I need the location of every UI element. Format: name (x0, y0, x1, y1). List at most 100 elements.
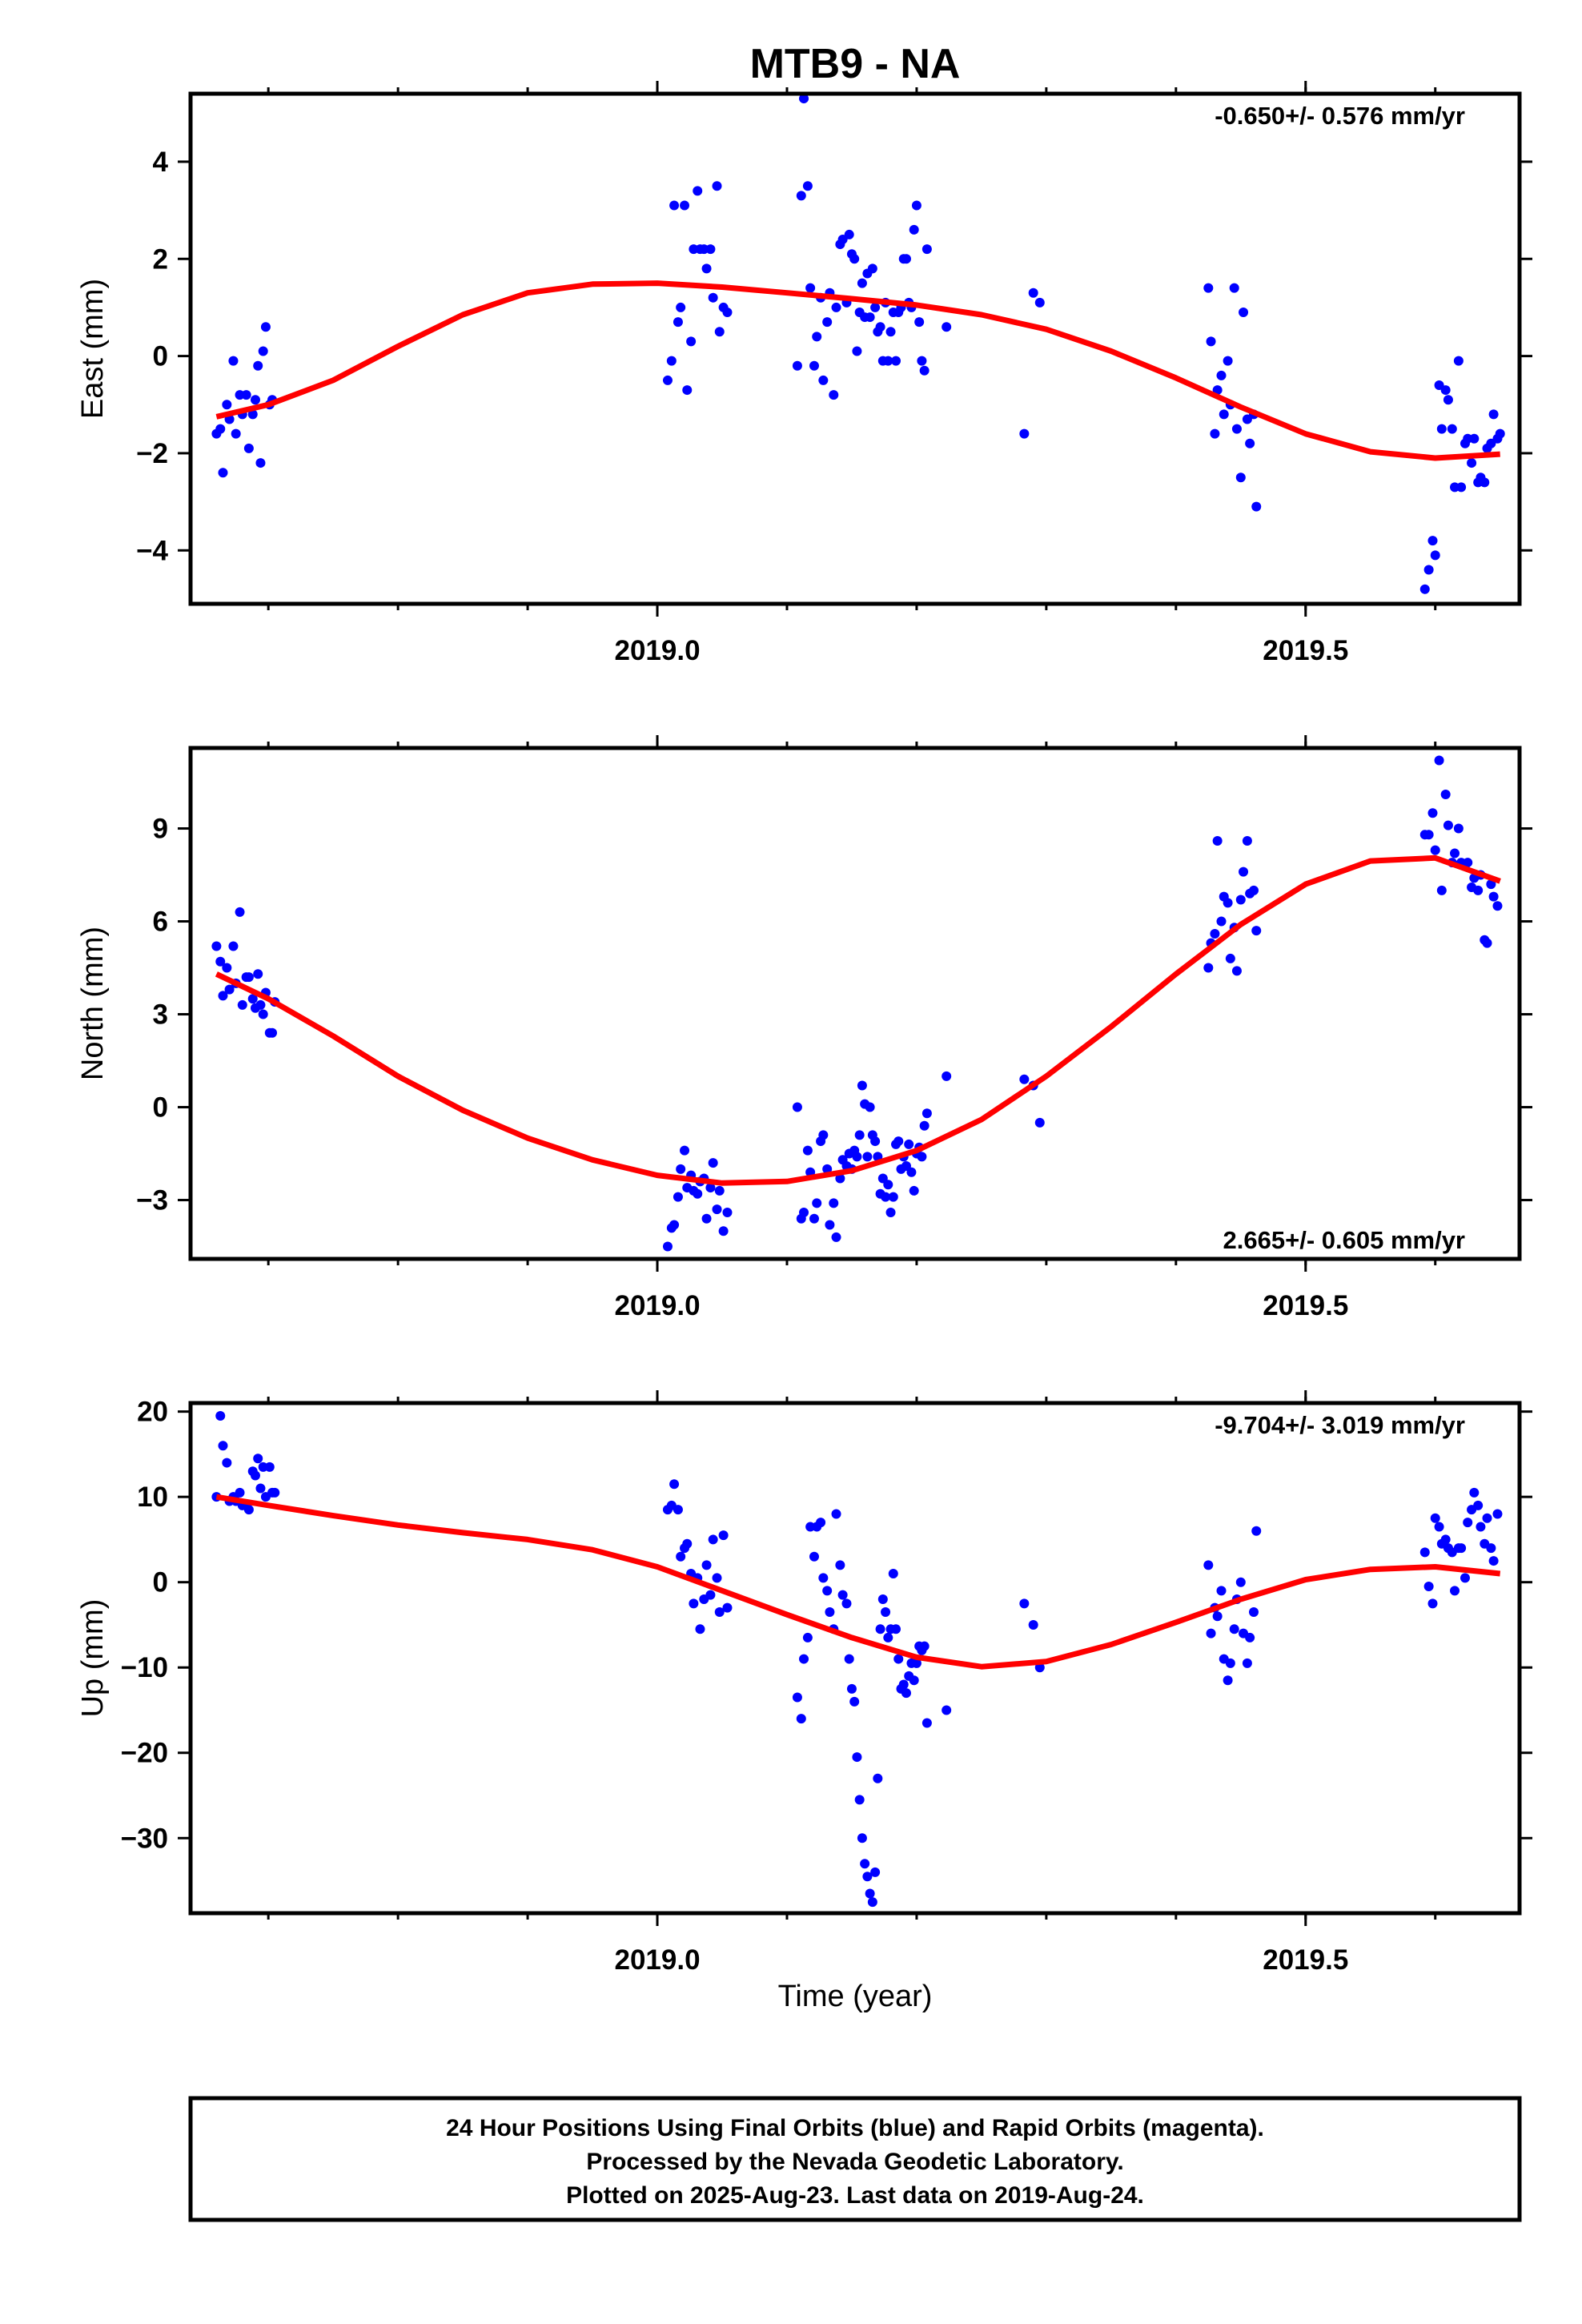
data-point (218, 468, 228, 478)
data-point (1492, 901, 1503, 911)
data-point (1460, 1573, 1470, 1583)
data-point (722, 1602, 733, 1613)
x-tick-label: 2019.0 (614, 1944, 700, 1976)
data-point (893, 1654, 904, 1664)
x-tick-label: 2019.0 (614, 1290, 700, 1321)
data-point (673, 1192, 683, 1202)
data-point (1430, 845, 1440, 855)
data-point (1427, 1598, 1438, 1609)
data-point (901, 1688, 911, 1699)
y-tick-label: 4 (153, 147, 169, 178)
data-point (816, 1518, 826, 1528)
data-point (1206, 336, 1216, 347)
y-tick-label: 0 (153, 1567, 168, 1598)
data-point (686, 336, 697, 347)
data-point (231, 428, 241, 439)
y-tick-label: 0 (153, 1092, 168, 1124)
data-point (904, 1139, 914, 1149)
data-point (222, 963, 232, 973)
data-point (1019, 428, 1030, 439)
data-point (237, 999, 247, 1010)
data-point (1251, 926, 1262, 936)
data-point (796, 191, 806, 201)
data-point (917, 1152, 927, 1162)
data-point (857, 1080, 867, 1091)
data-point (1225, 1658, 1235, 1668)
y-tick-label: −2 (136, 438, 168, 469)
data-point (253, 1454, 263, 1464)
east-panel: 2019.0 2019.5 −4 −2 0 2 4 -0.650+/- 0.576 mm/y… (76, 81, 1532, 666)
data-point (1450, 1586, 1460, 1596)
data-point (1476, 1522, 1486, 1532)
east-rate-label: -0.650+/- 0.576 mm/yr (1215, 102, 1465, 130)
data-point (865, 1888, 875, 1899)
data-point (867, 263, 877, 274)
data-point (1223, 1675, 1233, 1686)
data-point (862, 1152, 873, 1162)
data-point (714, 1185, 725, 1196)
data-point (1469, 1487, 1480, 1498)
data-point (829, 390, 839, 400)
data-point (1423, 830, 1434, 840)
data-point (701, 1213, 712, 1224)
data-point (1453, 356, 1464, 366)
data-point (919, 1120, 930, 1131)
data-point (222, 400, 232, 410)
data-point (1235, 472, 1246, 483)
up-y-axis-label: Up (mm) (76, 1599, 110, 1718)
y-tick-label: 6 (153, 907, 168, 938)
data-point (1210, 929, 1220, 939)
data-point (865, 312, 875, 323)
data-point (881, 1192, 891, 1202)
data-point (792, 360, 802, 371)
data-point (1229, 1624, 1239, 1634)
data-point (662, 1241, 673, 1252)
data-point (1203, 1560, 1214, 1570)
data-point (1219, 409, 1229, 420)
data-point (867, 1897, 877, 1908)
footer-line-2: Processed by the Nevada Geodetic Laborat… (586, 2149, 1123, 2175)
data-point (218, 1441, 228, 1451)
data-point (1249, 1606, 1259, 1617)
data-point (906, 1167, 917, 1177)
data-point (211, 941, 222, 951)
data-point (1495, 428, 1505, 439)
data-point (818, 1130, 829, 1140)
data-point (701, 263, 712, 274)
data-point (865, 1102, 875, 1112)
data-point (942, 1705, 952, 1715)
data-point (258, 1009, 268, 1019)
data-point (1245, 1632, 1255, 1642)
data-point (1216, 370, 1227, 380)
data-point (1440, 385, 1451, 396)
y-tick-label: −30 (121, 1823, 168, 1854)
data-point (870, 1136, 881, 1147)
y-tick-label: −10 (121, 1652, 168, 1683)
data-point (870, 302, 881, 312)
footer-line-1: 24 Hour Positions Using Final Orbits (bl… (446, 2115, 1264, 2141)
data-point (885, 1208, 896, 1217)
up-panel: 2019.0 2019.5 −30 −20 −10 0 10 20 -9.704+/- 3.0… (76, 1390, 1532, 1976)
data-point (1430, 1513, 1440, 1523)
data-point (829, 1198, 839, 1208)
data-point (909, 1185, 919, 1196)
data-point (805, 283, 816, 293)
data-point (708, 1158, 718, 1168)
data-point (849, 1696, 860, 1707)
data-point (215, 956, 226, 967)
data-point (218, 991, 228, 1001)
data-point (673, 317, 683, 328)
data-point (942, 1071, 952, 1081)
data-point (1245, 438, 1255, 448)
data-point (854, 1795, 865, 1805)
data-point (942, 322, 952, 332)
data-point (673, 1505, 683, 1515)
data-point (243, 443, 254, 453)
y-tick-label: −3 (136, 1185, 168, 1216)
data-point (243, 972, 254, 983)
data-point (1223, 898, 1233, 908)
data-point (1034, 297, 1045, 308)
data-point (844, 1654, 854, 1664)
data-point (921, 1108, 932, 1119)
data-point (695, 1624, 705, 1634)
